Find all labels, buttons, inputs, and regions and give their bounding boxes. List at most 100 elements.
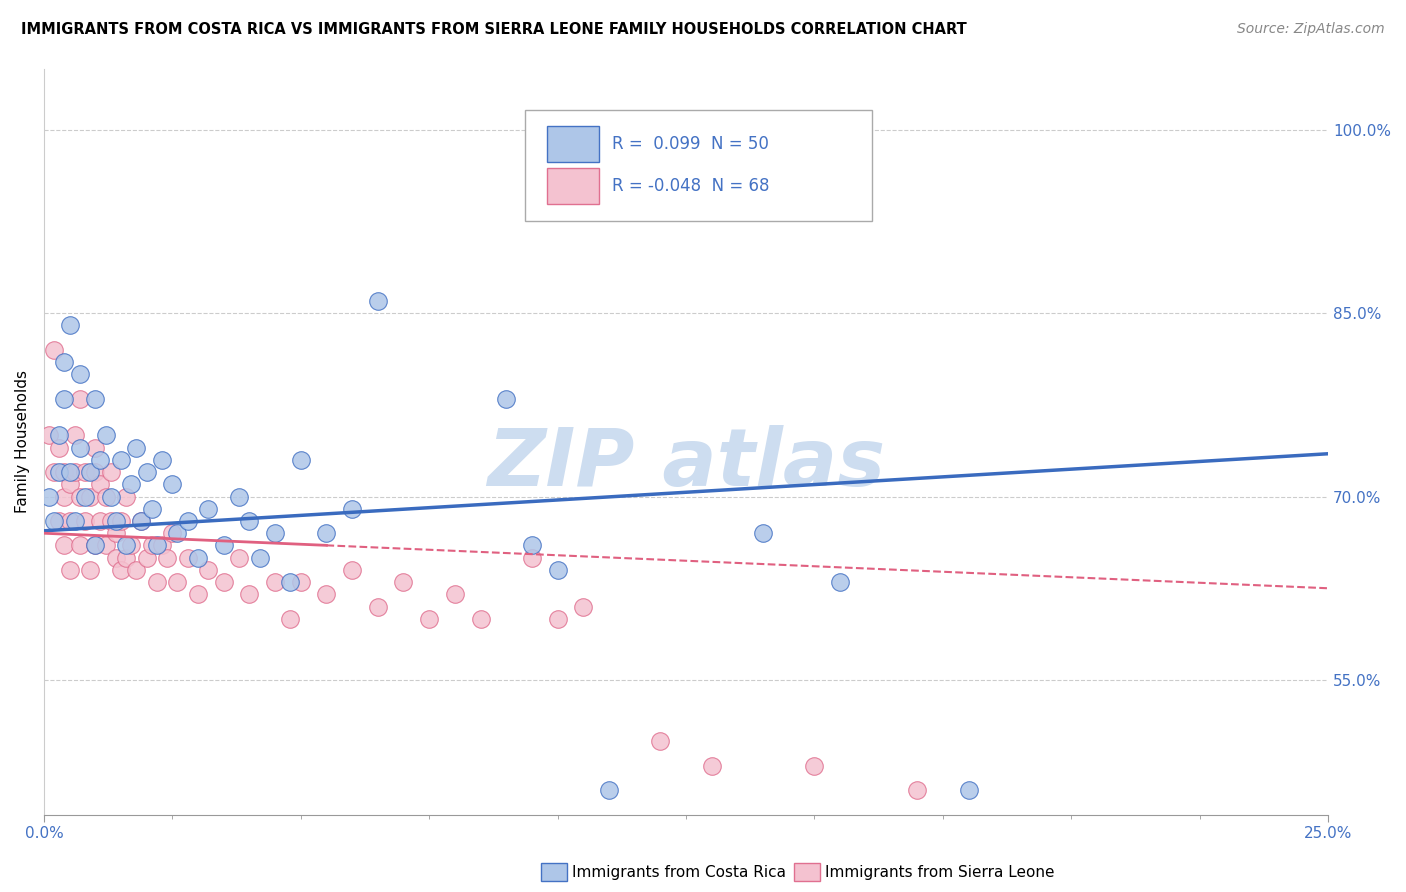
Text: Source: ZipAtlas.com: Source: ZipAtlas.com <box>1237 22 1385 37</box>
Point <box>63 428 86 442</box>
Point <box>249 550 271 565</box>
Text: Immigrants from Costa Rica: Immigrants from Costa Rica <box>572 865 786 880</box>
Point <box>238 587 260 601</box>
Point <box>58 563 80 577</box>
Point <box>48 465 70 479</box>
Point <box>162 526 184 541</box>
Point <box>53 355 76 369</box>
Point <box>79 490 101 504</box>
Point <box>141 501 163 516</box>
Text: IMMIGRANTS FROM COSTA RICA VS IMMIGRANTS FROM SIERRA LEONE FAMILY HOUSEHOLDS COR: IMMIGRANTS FROM COSTA RICA VS IMMIGRANTS… <box>21 22 967 37</box>
Point <box>125 441 148 455</box>
Point <box>58 477 80 491</box>
Point <box>212 539 235 553</box>
Point <box>53 539 76 553</box>
Point <box>228 490 250 504</box>
Point <box>187 587 209 601</box>
Point <box>94 428 117 442</box>
Point <box>177 550 200 565</box>
Point <box>94 539 117 553</box>
Point <box>520 539 543 553</box>
Point <box>94 490 117 504</box>
Point <box>367 599 389 614</box>
Point <box>238 514 260 528</box>
Point <box>156 550 179 565</box>
Point <box>197 501 219 516</box>
Point <box>905 783 928 797</box>
Point <box>69 392 91 406</box>
Point <box>700 758 723 772</box>
Point <box>264 526 287 541</box>
Point <box>166 526 188 541</box>
Point <box>44 465 66 479</box>
Point <box>89 477 111 491</box>
Point <box>53 490 76 504</box>
Point <box>290 453 312 467</box>
Point <box>495 392 517 406</box>
Point <box>280 575 302 590</box>
Point <box>162 477 184 491</box>
Point <box>197 563 219 577</box>
Point <box>120 477 142 491</box>
Text: R = -0.048  N = 68: R = -0.048 N = 68 <box>612 178 769 195</box>
Point <box>177 514 200 528</box>
Point <box>110 514 132 528</box>
Point <box>150 453 173 467</box>
Point <box>367 293 389 308</box>
Point <box>340 563 363 577</box>
Point <box>79 465 101 479</box>
Point <box>44 343 66 357</box>
Point <box>73 490 96 504</box>
Point <box>280 612 302 626</box>
Point <box>104 526 127 541</box>
Point <box>63 465 86 479</box>
Y-axis label: Family Households: Family Households <box>15 370 30 513</box>
Point <box>212 575 235 590</box>
Point <box>228 550 250 565</box>
Point <box>48 428 70 442</box>
Bar <box>547 126 599 161</box>
Point <box>48 514 70 528</box>
Point <box>84 539 107 553</box>
Point <box>520 550 543 565</box>
Point <box>418 612 440 626</box>
Point <box>187 550 209 565</box>
Point <box>115 550 138 565</box>
Point <box>290 575 312 590</box>
Point <box>110 453 132 467</box>
Text: R =  0.099  N = 50: R = 0.099 N = 50 <box>612 135 769 153</box>
Point <box>315 587 337 601</box>
Point <box>146 539 169 553</box>
Point <box>84 539 107 553</box>
Point <box>58 318 80 333</box>
Point <box>115 539 138 553</box>
Point <box>315 526 337 541</box>
Point <box>166 575 188 590</box>
Point <box>752 526 775 541</box>
Point <box>53 465 76 479</box>
Point <box>63 514 86 528</box>
Point <box>104 514 127 528</box>
Point <box>38 428 60 442</box>
Point <box>547 612 569 626</box>
Point <box>38 490 60 504</box>
Text: Immigrants from Sierra Leone: Immigrants from Sierra Leone <box>825 865 1054 880</box>
Point <box>79 563 101 577</box>
Point <box>58 465 80 479</box>
Point <box>100 465 122 479</box>
Point <box>84 441 107 455</box>
Point <box>44 514 66 528</box>
Point <box>150 539 173 553</box>
Point <box>84 392 107 406</box>
Point <box>69 368 91 382</box>
Point <box>110 563 132 577</box>
Point <box>89 453 111 467</box>
Point <box>141 539 163 553</box>
Point <box>650 734 672 748</box>
FancyBboxPatch shape <box>526 110 872 221</box>
Point <box>69 441 91 455</box>
Point <box>69 539 91 553</box>
Point <box>73 465 96 479</box>
Point <box>89 514 111 528</box>
Point <box>803 758 825 772</box>
